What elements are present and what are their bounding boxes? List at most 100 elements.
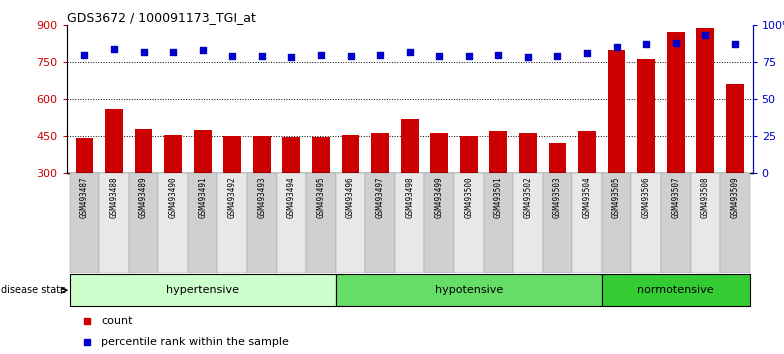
Point [463, 53, 475, 59]
Bar [223, 136, 241, 173]
Bar [549, 143, 566, 173]
Bar [489, 131, 507, 173]
Point [226, 53, 238, 59]
Bar [460, 136, 477, 173]
Bar [342, 135, 359, 173]
Text: GSM493503: GSM493503 [553, 176, 562, 218]
Bar [543, 173, 572, 273]
Text: GSM493489: GSM493489 [139, 176, 148, 218]
Bar [661, 173, 691, 273]
Bar [430, 133, 448, 173]
Bar [667, 32, 684, 173]
Point [699, 32, 712, 38]
Bar [691, 173, 720, 273]
Text: GSM493496: GSM493496 [346, 176, 355, 218]
Bar [519, 133, 537, 173]
Text: GSM493504: GSM493504 [583, 176, 592, 218]
Bar [720, 173, 750, 273]
Bar [572, 173, 602, 273]
Text: GSM493497: GSM493497 [376, 176, 385, 218]
Text: GSM493494: GSM493494 [287, 176, 296, 218]
Point [640, 41, 652, 47]
Point [137, 49, 150, 55]
Bar [158, 173, 188, 273]
Bar [484, 173, 514, 273]
Text: GSM493493: GSM493493 [257, 176, 267, 218]
Text: GSM493487: GSM493487 [80, 176, 89, 218]
Point [107, 46, 120, 51]
Bar [336, 274, 602, 306]
Text: GSM493502: GSM493502 [524, 176, 532, 218]
Bar [253, 136, 270, 173]
Point [374, 52, 387, 57]
Bar [306, 173, 336, 273]
Text: normotensive: normotensive [637, 285, 714, 295]
Text: GSM493508: GSM493508 [701, 176, 710, 218]
Text: GSM493488: GSM493488 [110, 176, 118, 218]
Point [521, 55, 534, 60]
Text: GSM493491: GSM493491 [198, 176, 207, 218]
Point [314, 52, 327, 57]
Text: disease state: disease state [1, 285, 66, 295]
Text: GSM493492: GSM493492 [227, 176, 237, 218]
Text: GDS3672 / 100091173_TGI_at: GDS3672 / 100091173_TGI_at [67, 11, 256, 24]
Bar [188, 173, 217, 273]
Bar [365, 173, 395, 273]
Bar [602, 173, 631, 273]
Text: GSM493501: GSM493501 [494, 176, 503, 218]
Point [285, 55, 298, 60]
Point [611, 44, 623, 50]
Bar [282, 137, 300, 173]
Point [728, 41, 741, 47]
Bar [371, 133, 389, 173]
Text: GSM493506: GSM493506 [641, 176, 651, 218]
Bar [336, 173, 365, 273]
Bar [135, 129, 152, 173]
Bar [454, 173, 484, 273]
Bar [578, 131, 596, 173]
Bar [401, 119, 419, 173]
Bar [70, 173, 99, 273]
Text: percentile rank within the sample: percentile rank within the sample [101, 337, 289, 348]
Point [167, 49, 180, 55]
Bar [194, 130, 212, 173]
Text: GSM493495: GSM493495 [317, 176, 325, 218]
Bar [696, 28, 714, 173]
Bar [247, 173, 277, 273]
Text: GSM493498: GSM493498 [405, 176, 414, 218]
Text: count: count [101, 316, 132, 326]
Bar [129, 173, 158, 273]
Point [256, 53, 268, 59]
Text: GSM493505: GSM493505 [612, 176, 621, 218]
Bar [99, 173, 129, 273]
Bar [312, 137, 330, 173]
Text: GSM493509: GSM493509 [731, 176, 739, 218]
Bar [726, 84, 744, 173]
Point [670, 40, 682, 45]
Text: hypertensive: hypertensive [166, 285, 239, 295]
Point [344, 53, 357, 59]
Bar [631, 173, 661, 273]
Bar [164, 135, 182, 173]
Bar [602, 274, 750, 306]
Point [78, 52, 91, 57]
Point [196, 47, 209, 53]
Bar [105, 109, 123, 173]
Bar [424, 173, 454, 273]
Bar [608, 50, 626, 173]
Point [581, 50, 593, 56]
Text: GSM493490: GSM493490 [169, 176, 178, 218]
Text: hypotensive: hypotensive [434, 285, 503, 295]
Bar [277, 173, 306, 273]
Point [403, 49, 416, 55]
Bar [637, 59, 655, 173]
Text: GSM493507: GSM493507 [671, 176, 681, 218]
Bar [70, 274, 336, 306]
Point [433, 53, 445, 59]
Text: GSM493500: GSM493500 [464, 176, 474, 218]
Point [492, 52, 505, 57]
Bar [514, 173, 543, 273]
Bar [217, 173, 247, 273]
Point [551, 53, 564, 59]
Bar [395, 173, 424, 273]
